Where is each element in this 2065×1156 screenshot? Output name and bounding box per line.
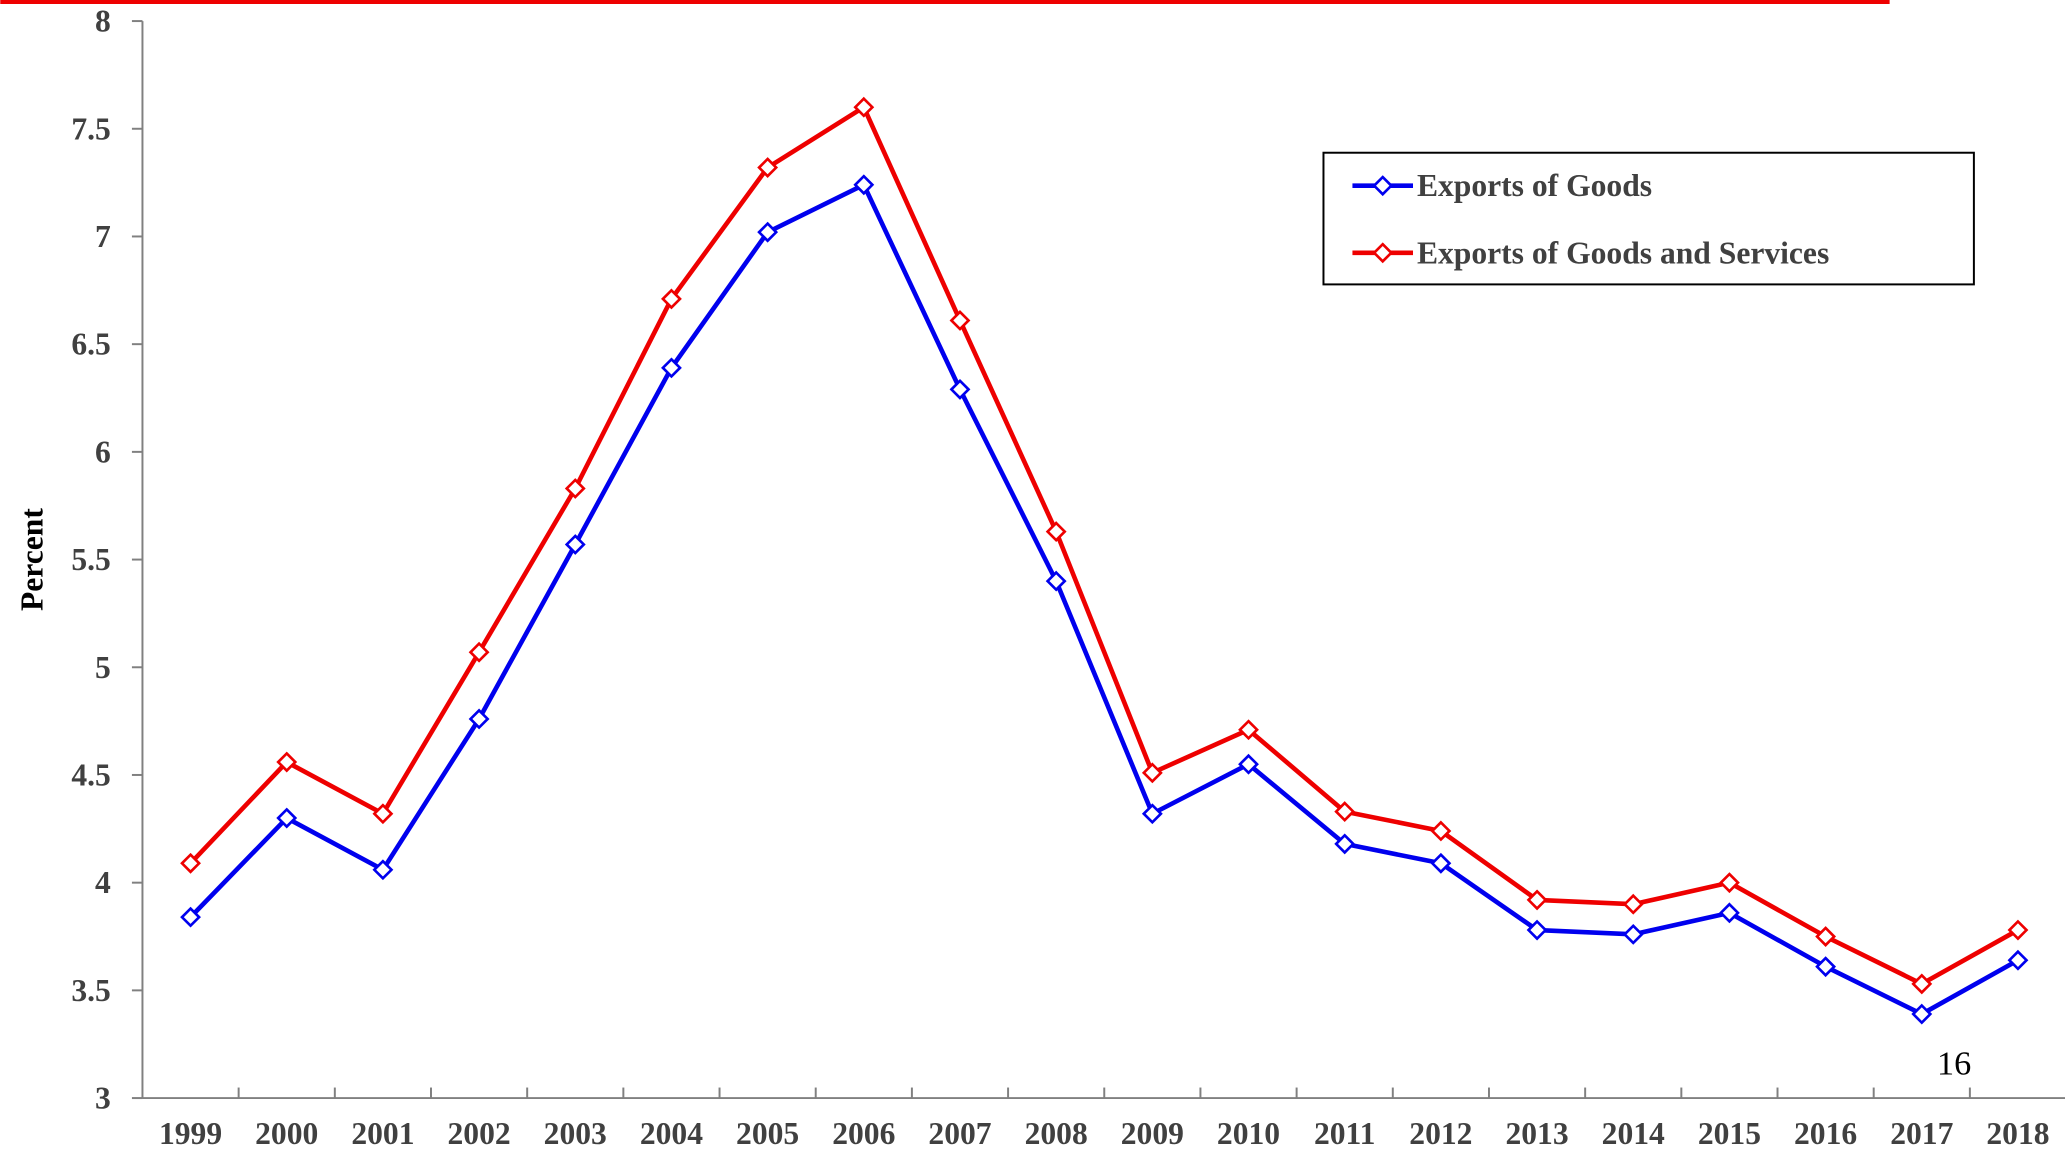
data-point bbox=[1622, 893, 1644, 915]
data-point bbox=[468, 641, 490, 663]
x-tick-label: 2000 bbox=[255, 1116, 318, 1151]
data-point bbox=[564, 478, 586, 499]
data-point bbox=[661, 288, 682, 310]
x-tick-label: 2014 bbox=[1602, 1116, 1665, 1151]
data-point bbox=[1141, 762, 1163, 784]
legend-marker bbox=[1372, 242, 1394, 264]
x-tick-label: 2002 bbox=[448, 1116, 511, 1151]
data-point bbox=[757, 157, 779, 178]
data-point bbox=[1334, 833, 1356, 855]
y-tick-label: 4 bbox=[95, 865, 111, 900]
data-point bbox=[1045, 570, 1067, 592]
x-tick-label: 2013 bbox=[1505, 1116, 1568, 1151]
x-tick-label: 2015 bbox=[1698, 1116, 1761, 1151]
data-point bbox=[1815, 956, 1837, 978]
y-tick-label: 7.5 bbox=[71, 111, 110, 146]
x-tick-label: 2010 bbox=[1217, 1116, 1280, 1151]
data-point bbox=[372, 803, 394, 825]
x-tick-label: 2011 bbox=[1314, 1116, 1375, 1151]
x-tick-label: 1999 bbox=[159, 1116, 222, 1151]
data-point bbox=[1045, 521, 1067, 542]
x-tick-label: 2006 bbox=[832, 1116, 895, 1151]
legend-marker bbox=[1372, 175, 1394, 197]
data-point bbox=[757, 221, 779, 243]
x-tick-label: 2008 bbox=[1025, 1116, 1088, 1151]
data-point bbox=[1430, 852, 1452, 874]
data-point bbox=[949, 310, 971, 331]
x-tick-label: 2009 bbox=[1121, 1116, 1184, 1151]
y-tick-label: 3.5 bbox=[71, 973, 110, 1008]
data-point bbox=[1622, 923, 1644, 945]
y-axis-label: Percent bbox=[14, 508, 49, 611]
x-tick-label: 2016 bbox=[1794, 1116, 1857, 1151]
data-point bbox=[276, 807, 298, 829]
data-point bbox=[468, 708, 490, 730]
x-tick-label: 2003 bbox=[544, 1116, 607, 1151]
legend-label: Exports of Goods bbox=[1417, 168, 1652, 203]
data-point bbox=[661, 357, 682, 379]
data-point bbox=[1911, 1003, 1933, 1025]
data-point bbox=[949, 378, 971, 400]
data-point bbox=[1718, 872, 1740, 894]
data-point bbox=[1911, 973, 1933, 995]
data-point bbox=[1526, 889, 1548, 911]
y-tick-label: 4.5 bbox=[71, 758, 110, 793]
series-line bbox=[188, 182, 2020, 1017]
y-tick-label: 6 bbox=[95, 434, 111, 469]
data-point bbox=[1430, 820, 1452, 842]
data-point bbox=[853, 96, 875, 118]
data-point bbox=[1141, 803, 1163, 825]
x-tick-label: 2005 bbox=[736, 1116, 799, 1151]
data-point bbox=[180, 906, 201, 928]
legend-label: Exports of Goods and Services bbox=[1417, 235, 1829, 270]
y-tick-label: 5 bbox=[95, 650, 111, 685]
y-tick-label: 3 bbox=[95, 1081, 111, 1116]
data-point bbox=[2007, 949, 2029, 971]
data-point bbox=[1815, 926, 1837, 947]
legend-box bbox=[1322, 151, 1975, 286]
data-point bbox=[276, 751, 298, 773]
data-point bbox=[180, 852, 201, 874]
x-tick-label: 2007 bbox=[928, 1116, 991, 1151]
series-line bbox=[188, 104, 2020, 987]
data-point bbox=[564, 534, 586, 555]
y-tick-label: 7 bbox=[95, 219, 111, 254]
y-tick-label: 8 bbox=[95, 4, 111, 39]
data-point bbox=[1334, 801, 1356, 823]
data-point bbox=[853, 174, 875, 196]
x-tick-label: 2017 bbox=[1890, 1116, 1953, 1151]
x-tick-label: 2018 bbox=[1986, 1116, 2049, 1151]
page-number: 16 bbox=[1937, 1044, 1971, 1082]
data-point bbox=[2007, 919, 2029, 941]
data-point bbox=[1526, 919, 1548, 941]
y-tick-label: 6.5 bbox=[71, 327, 110, 362]
data-point bbox=[372, 859, 394, 881]
y-tick-label: 5.5 bbox=[71, 542, 110, 577]
x-tick-label: 2012 bbox=[1409, 1116, 1472, 1151]
x-tick-label: 2004 bbox=[640, 1116, 703, 1151]
data-point bbox=[1718, 902, 1740, 924]
data-point bbox=[1238, 753, 1259, 775]
x-tick-label: 2001 bbox=[351, 1116, 414, 1151]
data-point bbox=[1238, 719, 1259, 741]
